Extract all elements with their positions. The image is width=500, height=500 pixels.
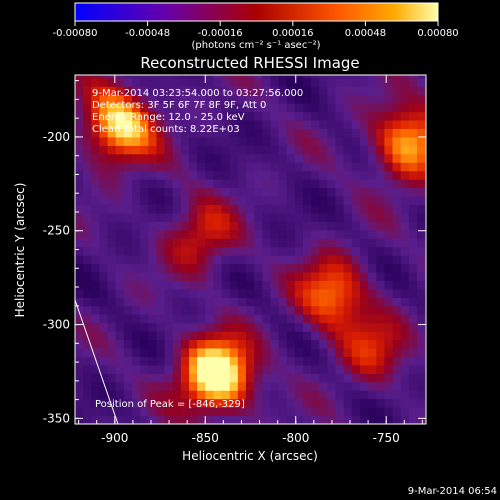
y-tick-label: -200 bbox=[43, 130, 70, 144]
annotations: 9-Mar-2014 03:23:54.000 to 03:27:56.000 … bbox=[92, 88, 303, 410]
x-tick-label: -850 bbox=[192, 431, 219, 445]
colorbar-tick-label: 0.00048 bbox=[345, 28, 386, 39]
colorbar bbox=[74, 2, 439, 22]
y-tick-label: -250 bbox=[43, 224, 70, 238]
x-axis-label: Heliocentric X (arcsec) bbox=[182, 449, 318, 463]
annotation-energy: Energy Range: 12.0 - 25.0 keV bbox=[92, 112, 245, 123]
footer-date: 9-Mar-2014 06:54 bbox=[408, 486, 497, 497]
y-axis-label: Heliocentric Y (arcsec) bbox=[13, 183, 27, 318]
y-tick-label: -350 bbox=[43, 411, 70, 425]
colorbar-tick-label: -0.00016 bbox=[198, 28, 243, 39]
chart-title: Reconstructed RHESSI Image bbox=[140, 54, 359, 72]
peak-label: Position of Peak = [-846,-329] bbox=[95, 399, 245, 410]
x-axis: -900 -850 -800 -750 bbox=[78, 75, 423, 445]
heatmap bbox=[75, 75, 426, 424]
colorbar-unit-label: (photons cm⁻² s⁻¹ asec⁻²) bbox=[191, 40, 320, 51]
y-axis: -200 -250 -300 -350 bbox=[43, 80, 426, 425]
colorbar-tick-label: 0.00016 bbox=[272, 28, 313, 39]
colorbar-tick-label: 0.00080 bbox=[417, 28, 458, 39]
annotation-time: 9-Mar-2014 03:23:54.000 to 03:27:56.000 bbox=[92, 88, 303, 99]
x-tick-label: -750 bbox=[373, 431, 400, 445]
colorbar-ticks: -0.00080 -0.00048 -0.00016 0.00016 0.00048 0.… bbox=[53, 21, 459, 39]
y-tick-label: -300 bbox=[43, 318, 70, 332]
annotation-clean: Clean Total counts: 8.22E+03 bbox=[92, 124, 240, 135]
x-tick-label: -900 bbox=[101, 431, 128, 445]
limb-line bbox=[75, 299, 119, 424]
annotation-detectors: Detectors: 3F 5F 6F 7F 8F 9F, Att 0 bbox=[92, 100, 266, 111]
colorbar-tick-label: -0.00048 bbox=[125, 28, 170, 39]
colorbar-tick-label: -0.00080 bbox=[53, 28, 98, 39]
x-tick-label: -800 bbox=[282, 431, 309, 445]
